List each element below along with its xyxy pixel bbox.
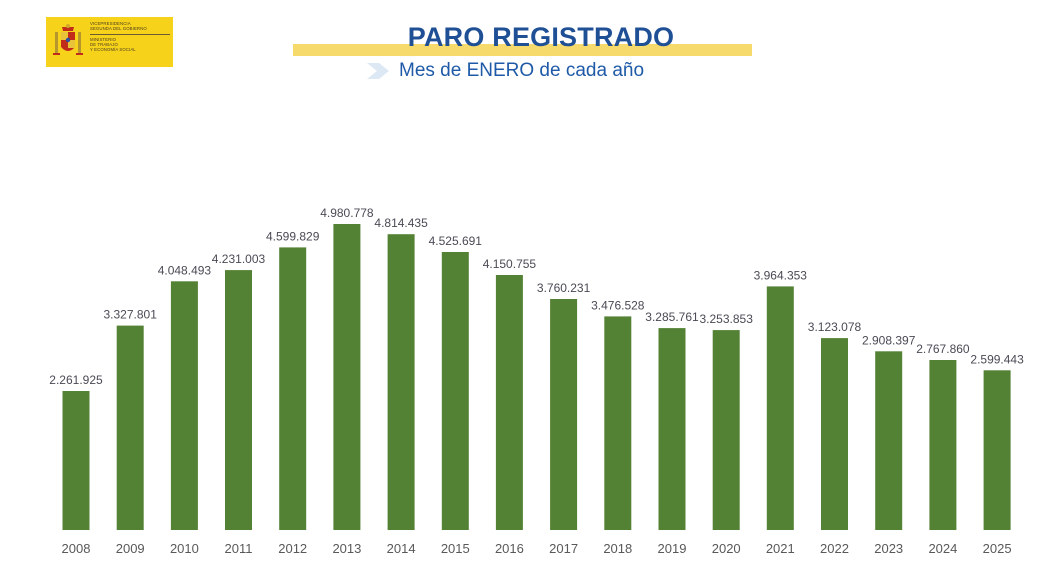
x-tick-label-2015: 2015 — [441, 541, 470, 556]
x-tick-label-2013: 2013 — [332, 541, 361, 556]
x-tick-label-2019: 2019 — [658, 541, 687, 556]
bar-2022 — [821, 338, 848, 530]
x-tick-label-2008: 2008 — [62, 541, 91, 556]
ministry-name: VICEPRESIDENCIA SEGUNDA DEL GOBIERNO MIN… — [90, 21, 170, 52]
bar-2025 — [983, 370, 1011, 530]
x-tick-labels-layer: 2008 2009 2010 2011 2012 2013 2014 2015 2016 2017… — [62, 541, 1012, 556]
value-label-2015: 4.525.691 — [429, 234, 483, 248]
x-tick-label-2022: 2022 — [820, 541, 849, 556]
x-tick-label-2024: 2024 — [928, 541, 957, 556]
bar-2024 — [929, 360, 957, 530]
coat-of-arms-icon — [53, 24, 83, 55]
x-tick-label-2017: 2017 — [549, 541, 578, 556]
value-labels-layer: 2.261.925 3.327.801 4.048.4934.231.0034.59… — [49, 206, 1024, 387]
bar-2020 — [712, 330, 740, 530]
bar-2009 — [116, 325, 144, 530]
value-label-2010: 4.048.493 — [158, 263, 212, 277]
ministry-line: Y ECONOMÍA SOCIAL — [90, 47, 136, 52]
bar-2021 — [766, 286, 794, 530]
x-tick-label-2009: 2009 — [116, 541, 145, 556]
bar-2018 — [604, 316, 632, 530]
bar-2015 — [441, 252, 469, 530]
value-label-2021: 3.964.353 — [754, 268, 808, 282]
x-tick-label-2014: 2014 — [387, 541, 416, 556]
value-label-2011: 4.231.003 — [212, 252, 266, 266]
value-label-2016: 4.150.755 — [483, 257, 537, 271]
ministry-line: SEGUNDA DEL GOBIERNO — [90, 26, 147, 31]
chart-title: PARO REGISTRADO — [407, 22, 675, 52]
x-tick-label-2023: 2023 — [874, 541, 903, 556]
chart-subtitle: Mes de ENERO de cada año — [399, 60, 645, 81]
bar-2012 — [279, 247, 307, 530]
value-label-2013: 4.980.778 — [320, 206, 374, 220]
value-label-2012: 4.599.829 — [266, 229, 320, 243]
value-label-2018: 3.476.528 — [591, 298, 645, 312]
value-label-2009: 3.327.801 — [104, 308, 158, 322]
bar-2010 — [170, 281, 198, 530]
value-label-2023: 2.908.397 — [862, 333, 916, 347]
government-logo: VICEPRESIDENCIA SEGUNDA DEL GOBIERNO MIN… — [46, 17, 173, 67]
x-tick-label-2010: 2010 — [170, 541, 199, 556]
bar-2017 — [550, 299, 578, 530]
value-label-2022: 3.123.078 — [808, 320, 862, 334]
ministry-line: MINISTERIO — [90, 34, 170, 42]
ministry-line: DE TRABAJO — [90, 42, 118, 47]
bar-2014 — [387, 234, 415, 530]
value-label-2019: 3.285.761 — [645, 310, 699, 324]
x-tick-label-2020: 2020 — [712, 541, 741, 556]
value-label-2020: 3.253.853 — [700, 312, 754, 326]
bar-2016 — [495, 275, 523, 530]
bar-2019 — [658, 328, 686, 530]
bar-2013 — [333, 224, 361, 530]
ministry-line: VICEPRESIDENCIA — [90, 21, 131, 26]
bar-2011 — [225, 270, 252, 530]
value-label-2024: 2.767.860 — [916, 342, 970, 356]
x-tick-label-2012: 2012 — [278, 541, 307, 556]
value-label-2025: 2.599.443 — [970, 352, 1024, 366]
title-highlight-bar — [293, 44, 752, 56]
x-tick-label-2016: 2016 — [495, 541, 524, 556]
value-label-2014: 4.814.435 — [374, 216, 428, 230]
chevron-right-icon — [367, 63, 389, 79]
bar-2023 — [875, 351, 903, 530]
bars-layer — [62, 224, 1011, 530]
x-tick-label-2011: 2011 — [225, 541, 253, 556]
x-tick-label-2018: 2018 — [603, 541, 632, 556]
x-tick-label-2025: 2025 — [983, 541, 1012, 556]
x-tick-label-2021: 2021 — [766, 541, 795, 556]
bar-2008 — [62, 391, 90, 530]
value-label-2017: 3.760.231 — [537, 281, 591, 295]
value-label-2008: 2.261.925 — [49, 373, 103, 387]
